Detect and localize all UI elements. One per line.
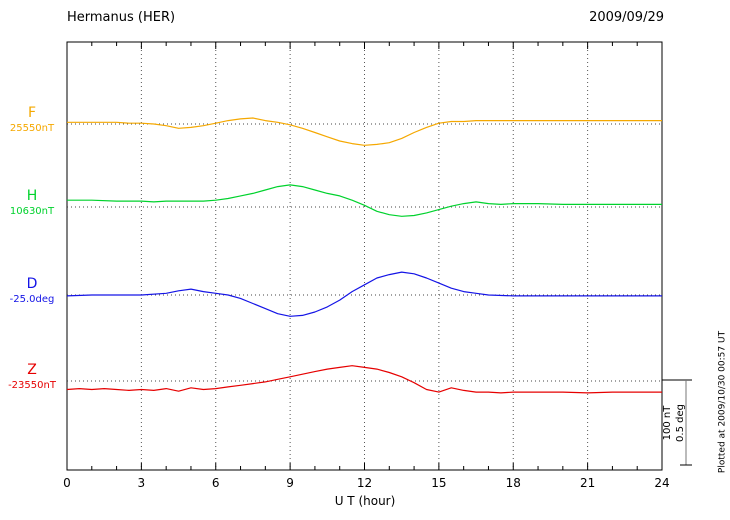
x-axis-label: U T (hour) [334, 494, 396, 508]
x-tick-label-12: 12 [357, 476, 372, 490]
x-tick-label-24: 24 [654, 476, 669, 490]
trace-baseline-value-F: 25550nT [9, 123, 55, 134]
trace-F-line [67, 117, 662, 146]
x-tick-label-21: 21 [580, 476, 595, 490]
trace-letter-H: H [26, 188, 38, 204]
trace-label-Z: Z -23550nT [1, 362, 63, 392]
station-title: Hermanus (HER) [67, 10, 176, 25]
trace-label-F: F 25550nT [1, 105, 63, 135]
x-tick-label-9: 9 [286, 476, 294, 490]
scale-bar-deg-label: 0.5 deg [675, 404, 686, 442]
scale-bar-nt-label: 100 nT [662, 405, 673, 441]
trace-Z-line [66, 365, 662, 394]
x-tick-label-3: 3 [138, 476, 146, 490]
x-tick-label-0: 0 [63, 476, 71, 490]
scale-bar-labels: 100 nT 0.5 deg [661, 397, 687, 449]
x-tick-label-15: 15 [431, 476, 446, 490]
trace-H-line [67, 184, 662, 217]
trace-D-line [66, 271, 662, 317]
trace-label-H: H 10630nT [1, 188, 63, 218]
x-tick-label-18: 18 [506, 476, 521, 490]
trace-letter-D: D [26, 276, 38, 292]
trace-letter-F: F [27, 105, 37, 121]
x-tick-label-6: 6 [212, 476, 220, 490]
trace-baseline-value-D: -25.0deg [9, 294, 55, 305]
trace-baseline-value-Z: -23550nT [8, 380, 56, 391]
trace-label-D: D -25.0deg [1, 276, 63, 306]
trace-baseline-value-H: 10630nT [9, 206, 55, 217]
trace-letter-Z: Z [27, 362, 37, 378]
plotted-at-label: Plotted at 2009/10/30 00:57 UT [717, 330, 728, 474]
date-label: 2009/09/29 [589, 10, 664, 25]
